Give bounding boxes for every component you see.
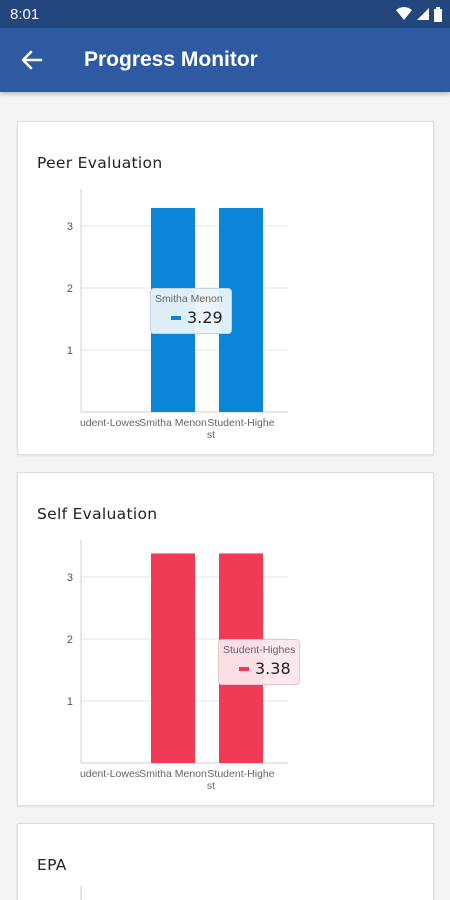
self-evaluation-card: Self Evaluation 1 2 3 udent-Lowes Smitha Men… bbox=[17, 472, 434, 806]
x-category-label: st bbox=[207, 780, 215, 792]
chart-tooltip: Smitha Menon 3.29 bbox=[150, 288, 232, 334]
chart-tooltip: Student-Highes 3.38 bbox=[218, 639, 300, 685]
y-tick-label: 2 bbox=[67, 283, 73, 295]
x-category-label: Student-Highe bbox=[207, 768, 274, 780]
battery-icon bbox=[434, 6, 442, 22]
y-tick-label: 1 bbox=[67, 696, 73, 708]
x-category-label: udent-Lowes bbox=[80, 768, 140, 780]
status-icons bbox=[396, 6, 442, 22]
tooltip-name: Student-Highes bbox=[223, 644, 296, 656]
x-category-label: udent-Lowes bbox=[80, 417, 140, 429]
tooltip-value: 3.29 bbox=[187, 308, 223, 327]
x-category-label: Student-Highe bbox=[207, 417, 274, 429]
bar bbox=[151, 553, 195, 763]
wifi-icon bbox=[396, 7, 412, 20]
y-tick-label: 3 bbox=[67, 572, 73, 584]
y-tick-label: 2 bbox=[67, 634, 73, 646]
app-bar: Progress Monitor bbox=[0, 28, 450, 92]
tooltip-value: 3.38 bbox=[255, 659, 291, 678]
status-time: 8:01 bbox=[10, 6, 40, 23]
x-category-label: Smitha Menon bbox=[139, 417, 207, 429]
y-tick-label: 3 bbox=[67, 221, 73, 233]
tooltip-name: Smitha Menon bbox=[155, 293, 223, 305]
y-tick-label: 1 bbox=[67, 345, 73, 357]
status-bar: 8:01 bbox=[0, 0, 450, 28]
signal-icon bbox=[417, 8, 429, 20]
tooltip-swatch bbox=[239, 666, 249, 671]
epa-card: EPA bbox=[17, 823, 434, 900]
peer-evaluation-card: Peer Evaluation 1 2 3 udent-Lowes Smitha Men… bbox=[17, 121, 434, 455]
card-title: Peer Evaluation bbox=[37, 154, 163, 172]
page-title: Progress Monitor bbox=[84, 48, 258, 71]
x-category-label: st bbox=[207, 429, 215, 441]
epa-chart-axis bbox=[80, 886, 82, 900]
x-category-label: Smitha Menon bbox=[139, 768, 207, 780]
back-button[interactable] bbox=[14, 44, 50, 76]
card-title: EPA bbox=[37, 856, 67, 874]
card-title: Self Evaluation bbox=[37, 505, 158, 523]
tooltip-swatch bbox=[171, 315, 181, 320]
arrow-left-icon bbox=[21, 50, 43, 70]
